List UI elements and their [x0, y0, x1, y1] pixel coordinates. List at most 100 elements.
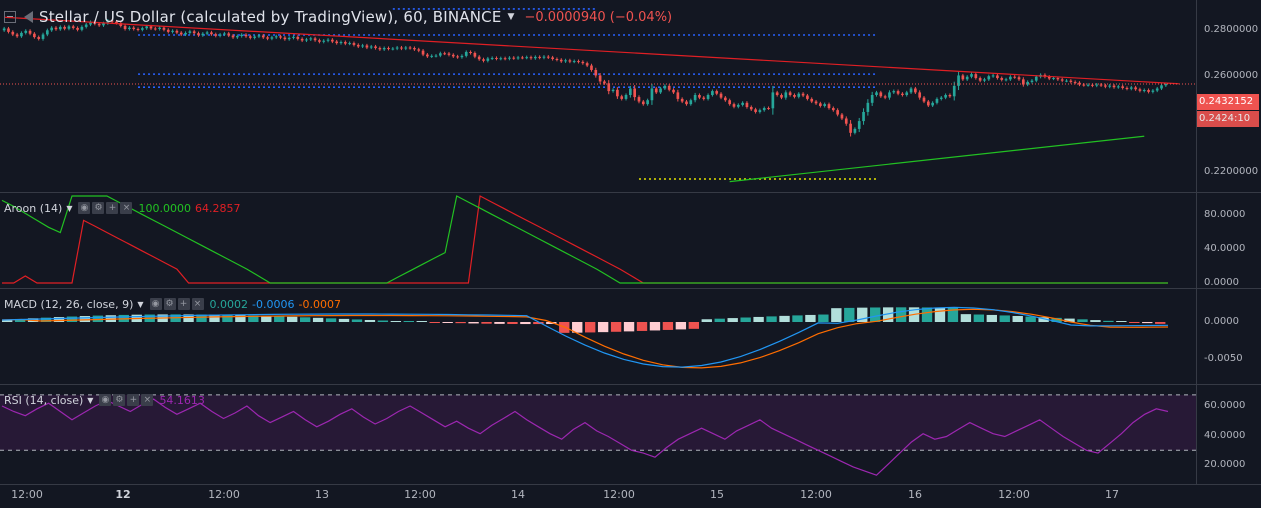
macd-histogram-bar: [53, 317, 65, 322]
close-icon[interactable]: ×: [120, 202, 133, 214]
add-icon[interactable]: +: [106, 202, 119, 214]
candle: [745, 102, 749, 107]
candle: [914, 88, 917, 93]
candle: [464, 51, 468, 56]
close-icon[interactable]: ×: [141, 394, 154, 406]
aroon-title[interactable]: Aroon (14): [4, 201, 63, 215]
last-price-tag: 0.2432152: [1197, 94, 1259, 110]
macd-histogram-bar: [403, 321, 414, 322]
macd-histogram-bar: [1142, 322, 1153, 324]
candle: [844, 118, 848, 124]
macd-histogram-bar: [792, 315, 803, 322]
candle: [724, 97, 727, 101]
candle: [1034, 76, 1038, 81]
candle: [20, 32, 23, 37]
macd-histogram-bar: [934, 307, 946, 322]
dropdown-caret-icon[interactable]: ▼: [507, 12, 515, 22]
macd-histogram-bar: [209, 314, 220, 322]
candle: [309, 38, 313, 40]
time-axis-label: 16: [908, 488, 922, 501]
eye-icon[interactable]: ◉: [149, 298, 162, 310]
macd-title[interactable]: MACD (12, 26, close, 9): [4, 297, 134, 311]
candle: [706, 95, 710, 99]
candle: [296, 36, 300, 39]
candle: [793, 95, 796, 97]
candle: [957, 75, 960, 86]
rsi-axis-label: 60.0000: [1204, 400, 1246, 411]
candle: [594, 69, 598, 76]
time-axis-label: 12:00: [11, 488, 43, 501]
candle: [326, 39, 330, 41]
close-icon[interactable]: ×: [191, 298, 204, 310]
candle: [823, 104, 827, 106]
candle: [948, 95, 952, 97]
eye-icon[interactable]: ◉: [78, 202, 91, 214]
collapse-icon[interactable]: [4, 11, 16, 23]
candle: [153, 28, 157, 30]
macd-histogram-bar: [1129, 322, 1140, 323]
symbol-title[interactable]: Stellar / US Dollar (calculated by Tradi…: [39, 8, 502, 26]
candle: [633, 88, 637, 98]
candle: [123, 25, 127, 29]
macd-histogram-bar: [727, 318, 738, 322]
macd-histogram-bar: [597, 322, 609, 333]
candle: [473, 53, 477, 57]
candle: [257, 35, 261, 37]
candle: [361, 45, 364, 47]
macd-histogram-bar: [1012, 315, 1023, 322]
candle: [603, 81, 606, 84]
candle: [46, 30, 49, 35]
add-icon[interactable]: +: [127, 394, 140, 406]
settings-icon[interactable]: ⚙: [163, 298, 176, 310]
candle: [775, 92, 779, 95]
time-axis-label: 12:00: [208, 488, 240, 501]
macd-histogram-bar: [40, 317, 52, 322]
macd-histogram-bar: [714, 318, 725, 322]
candle: [240, 34, 244, 37]
candle: [542, 56, 546, 58]
dropdown-caret-icon[interactable]: ▼: [137, 299, 144, 309]
macd-histogram-bar: [1064, 318, 1075, 322]
eye-icon[interactable]: ◉: [99, 394, 112, 406]
candle: [24, 30, 28, 33]
candle: [987, 76, 991, 80]
candle: [41, 34, 45, 39]
macd-histogram-bar: [999, 315, 1010, 322]
candle: [33, 33, 36, 38]
aroon-up-line: [1, 195, 1168, 284]
candle: [888, 92, 891, 98]
candle: [80, 26, 84, 30]
aroon-axis-label: 0.0000: [1204, 277, 1239, 288]
rsi-title[interactable]: RSI (14, close): [4, 393, 84, 407]
candle: [866, 102, 870, 112]
dropdown-caret-icon[interactable]: ▼: [66, 203, 73, 213]
candle: [767, 108, 770, 110]
candle: [551, 57, 554, 59]
candle: [300, 38, 304, 41]
candle: [663, 85, 667, 89]
candle: [400, 47, 403, 49]
candle: [974, 74, 978, 79]
candle: [1151, 90, 1155, 92]
price-axis-label: 0.2200000: [1204, 166, 1259, 177]
settings-icon[interactable]: ⚙: [113, 394, 126, 406]
time-axis-label: 13: [315, 488, 329, 501]
macd-histogram-bar: [818, 314, 829, 322]
candle: [896, 91, 900, 94]
dropdown-caret-icon[interactable]: ▼: [87, 395, 94, 405]
settings-icon[interactable]: ⚙: [92, 202, 105, 214]
candle: [555, 59, 559, 60]
candle: [624, 95, 628, 99]
candle: [598, 75, 602, 82]
candle: [287, 37, 291, 40]
aroon-legend: Aroon (14) ▼ ◉ ⚙ + × 100.0000 64.2857: [4, 201, 240, 215]
candle: [732, 104, 736, 107]
macd-axis-label: -0.0050: [1204, 353, 1243, 364]
candle: [1164, 84, 1168, 86]
candle: [788, 92, 792, 95]
candle: [210, 32, 213, 35]
candle: [244, 34, 248, 37]
add-icon[interactable]: +: [177, 298, 190, 310]
